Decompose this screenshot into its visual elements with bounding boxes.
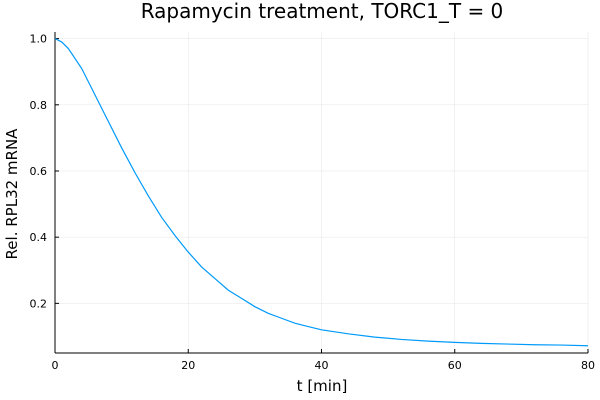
x-tick-label: 0 — [52, 359, 59, 372]
grid — [54, 32, 589, 353]
x-tick-label: 80 — [581, 359, 595, 372]
y-axis-label: Rel. RPL32 mRNA — [3, 128, 21, 260]
y-tick-label: 0.2 — [30, 297, 48, 310]
x-tick-label: 60 — [448, 359, 462, 372]
x-axis-label: t [min] — [297, 377, 348, 395]
y-axis-ticks: 0.2 0.4 0.6 0.8 1.0 — [30, 33, 59, 310]
y-tick-label: 1.0 — [30, 33, 48, 46]
x-tick-label: 20 — [181, 359, 195, 372]
y-tick-label: 0.4 — [30, 231, 48, 244]
series-group — [54, 38, 589, 347]
chart-title: Rapamycin treatment, TORC1_T = 0 — [141, 0, 504, 23]
y-tick-label: 0.8 — [30, 99, 48, 112]
x-tick-label: 40 — [315, 359, 329, 372]
series-line — [54, 38, 589, 347]
x-axis-ticks: 0 20 40 60 80 — [52, 349, 595, 372]
y-tick-label: 0.6 — [30, 165, 48, 178]
